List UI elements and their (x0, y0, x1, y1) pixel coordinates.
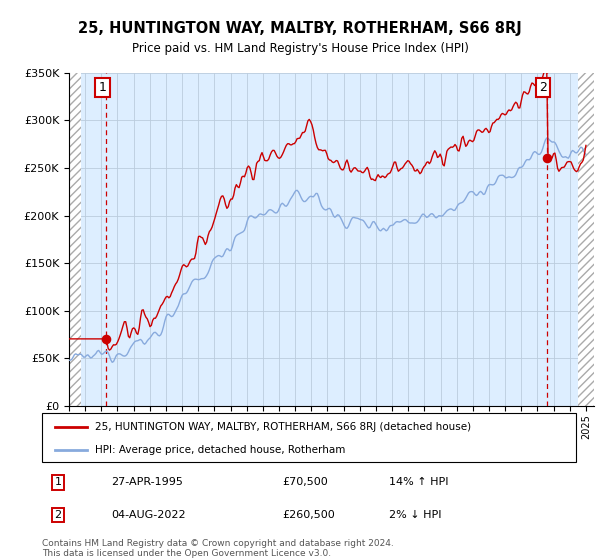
Text: 04-AUG-2022: 04-AUG-2022 (112, 510, 186, 520)
Bar (69, 73, 81, 406)
Text: 25, HUNTINGTON WAY, MALTBY, ROTHERHAM, S66 8RJ (detached house): 25, HUNTINGTON WAY, MALTBY, ROTHERHAM, S… (95, 422, 472, 432)
FancyBboxPatch shape (42, 413, 576, 462)
Text: 2: 2 (539, 81, 547, 94)
Text: HPI: Average price, detached house, Rotherham: HPI: Average price, detached house, Roth… (95, 445, 346, 455)
Text: £70,500: £70,500 (283, 477, 328, 487)
Text: 14% ↑ HPI: 14% ↑ HPI (389, 477, 449, 487)
Text: 2: 2 (55, 510, 62, 520)
Text: 27-APR-1995: 27-APR-1995 (112, 477, 183, 487)
Text: 2% ↓ HPI: 2% ↓ HPI (389, 510, 442, 520)
Text: 25, HUNTINGTON WAY, MALTBY, ROTHERHAM, S66 8RJ: 25, HUNTINGTON WAY, MALTBY, ROTHERHAM, S… (78, 21, 522, 36)
Bar (578, 73, 594, 406)
Text: 1: 1 (55, 477, 62, 487)
Text: Price paid vs. HM Land Registry's House Price Index (HPI): Price paid vs. HM Land Registry's House … (131, 42, 469, 55)
Point (101, 334, 111, 343)
Text: Contains HM Land Registry data © Crown copyright and database right 2024.
This d: Contains HM Land Registry data © Crown c… (42, 539, 394, 558)
Point (542, 153, 552, 162)
Text: 1: 1 (98, 81, 106, 94)
Text: £260,500: £260,500 (283, 510, 335, 520)
